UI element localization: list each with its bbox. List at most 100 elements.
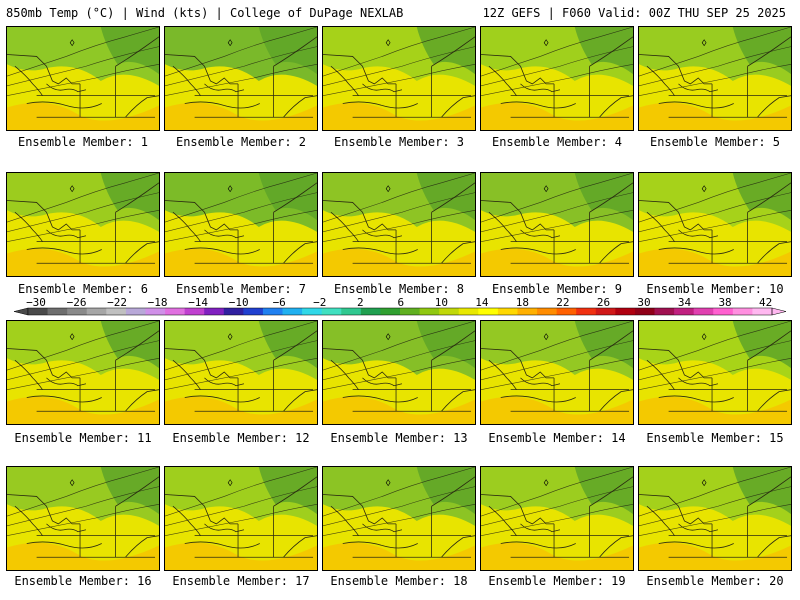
colorbar-swatch	[28, 308, 48, 315]
ensemble-map-panel[interactable]	[164, 26, 318, 131]
colorbar-tick-label: −26	[67, 296, 87, 309]
map-panel-graphic	[481, 173, 633, 276]
ensemble-map-panel[interactable]	[638, 320, 792, 425]
ensemble-map-panel[interactable]	[480, 320, 634, 425]
colorbar-swatch	[321, 308, 342, 315]
ensemble-member-caption: Ensemble Member: 3	[333, 135, 465, 149]
colorbar-swatch	[341, 308, 362, 315]
colorbar-swatch	[262, 308, 283, 315]
ensemble-map-panel[interactable]	[164, 172, 318, 277]
colorbar-tick-label: 6	[397, 296, 404, 309]
colorbar-tick-label: 42	[759, 296, 772, 309]
colorbar-swatch	[439, 308, 460, 315]
colorbar-swatch	[165, 308, 186, 315]
colorbar-tick-label: 26	[597, 296, 610, 309]
colorbar-swatch	[400, 308, 420, 315]
map-panel-graphic	[481, 467, 633, 570]
model-run-label: 12Z GEFS | F060 Valid: 00Z THU SEP 25 20…	[482, 6, 786, 20]
ensemble-map-panel[interactable]	[638, 26, 792, 131]
colorbar-swatch	[576, 308, 597, 315]
ensemble-map-panel[interactable]	[164, 466, 318, 571]
colorbar-tick-label: −30	[26, 296, 46, 309]
map-panel-graphic	[481, 27, 633, 130]
colorbar-swatch	[693, 308, 714, 315]
ensemble-member-caption: Ensemble Member: 5	[649, 135, 781, 149]
ensemble-map-panel[interactable]	[638, 172, 792, 277]
colorbar-tick-label: −18	[148, 296, 168, 309]
ensemble-member-caption: Ensemble Member: 1	[17, 135, 149, 149]
ensemble-map-panel[interactable]	[6, 466, 160, 571]
colorbar-swatch	[223, 308, 244, 315]
map-panel-graphic	[323, 321, 475, 424]
map-panel-graphic	[323, 467, 475, 570]
colorbar-swatch	[204, 308, 225, 315]
colorbar-tick-label: 10	[435, 296, 448, 309]
ensemble-map-panel[interactable]	[480, 172, 634, 277]
colorbar-swatch	[184, 308, 205, 315]
colorbar-swatch	[243, 308, 264, 315]
colorbar-tick-label: 38	[718, 296, 731, 309]
colorbar-swatch	[125, 308, 146, 315]
map-title: 850mb Temp (°C) | Wind (kts) | College o…	[6, 6, 404, 20]
colorbar-swatch	[674, 308, 695, 315]
map-panel-graphic	[165, 173, 317, 276]
colorbar-min-arrow	[14, 307, 29, 316]
colorbar-graphic: −30 −26 −22 −18 −14 −10 −6 −2 2 6 10 14 18 22 26 30 34 38…	[14, 296, 786, 316]
colorbar-swatch	[282, 308, 303, 315]
ensemble-member-caption: Ensemble Member: 11	[14, 431, 152, 445]
colorbar-swatch	[106, 308, 127, 315]
ensemble-map-panel[interactable]	[638, 466, 792, 571]
colorbar-tick-label: −2	[313, 296, 326, 309]
colorbar-swatch	[67, 308, 88, 315]
map-panel-graphic	[7, 467, 159, 570]
map-panel-graphic	[165, 321, 317, 424]
colorbar-swatch	[634, 308, 655, 315]
colorbar-swatch	[47, 308, 68, 315]
ensemble-map-panel[interactable]	[480, 466, 634, 571]
ensemble-member-caption: Ensemble Member: 12	[172, 431, 310, 445]
map-panel-graphic	[7, 173, 159, 276]
ensemble-map-panel[interactable]	[6, 320, 160, 425]
colorbar-swatch	[713, 308, 734, 315]
ensemble-map-panel[interactable]	[480, 26, 634, 131]
ensemble-member-caption: Ensemble Member: 10	[646, 282, 784, 296]
map-panel-graphic	[639, 27, 791, 130]
ensemble-map-panel[interactable]	[164, 320, 318, 425]
ensemble-map-panel[interactable]	[322, 466, 476, 571]
colorbar-swatch	[497, 308, 518, 315]
ensemble-member-caption: Ensemble Member: 20	[646, 574, 784, 588]
colorbar-swatch	[458, 308, 479, 315]
ensemble-member-caption: Ensemble Member: 15	[646, 431, 784, 445]
ensemble-member-caption: Ensemble Member: 13	[330, 431, 468, 445]
ensemble-map-panel[interactable]	[322, 172, 476, 277]
colorbar-outline	[27, 307, 773, 316]
map-panel-graphic	[165, 467, 317, 570]
ensemble-member-caption: Ensemble Member: 14	[488, 431, 626, 445]
colorbar-swatch	[360, 308, 381, 315]
colorbar-swatch	[615, 308, 636, 315]
ensemble-map-panel[interactable]	[322, 26, 476, 131]
colorbar-swatch	[145, 308, 166, 315]
colorbar-swatch	[752, 308, 773, 315]
ensemble-map-panel[interactable]	[6, 26, 160, 131]
colorbar-swatch	[86, 308, 107, 315]
colorbar-tick-label: 14	[475, 296, 489, 309]
map-panel-graphic	[639, 467, 791, 570]
ensemble-member-caption: Ensemble Member: 18	[330, 574, 468, 588]
map-panel-graphic	[7, 27, 159, 130]
colorbar-tick-label: −14	[188, 296, 208, 309]
map-panel-graphic	[323, 27, 475, 130]
colorbar-swatch	[654, 308, 675, 315]
ensemble-map-panel[interactable]	[6, 172, 160, 277]
ensemble-map-panel[interactable]	[322, 320, 476, 425]
colorbar-tick-label: 22	[556, 296, 569, 309]
ensemble-member-caption: Ensemble Member: 9	[491, 282, 623, 296]
colorbar-swatch	[595, 308, 616, 315]
colorbar-swatch	[517, 308, 538, 315]
colorbar-tick-label: 18	[516, 296, 529, 309]
ensemble-member-caption: Ensemble Member: 8	[333, 282, 465, 296]
temperature-colorbar: −30 −26 −22 −18 −14 −10 −6 −2 2 6 10 14 18 22 26 30 34 38…	[14, 296, 786, 322]
colorbar-swatch	[478, 308, 499, 315]
map-panel-graphic	[165, 27, 317, 130]
